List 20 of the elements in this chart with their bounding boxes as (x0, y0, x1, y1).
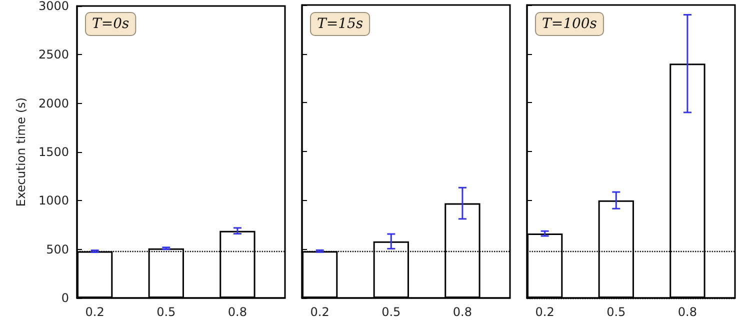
x-tick-label: 0.8 (678, 305, 698, 319)
x-tick-label: 0.5 (382, 305, 401, 319)
annotation: T=100s (542, 16, 597, 32)
x-tick-label: 0.8 (452, 305, 472, 319)
y-tick-label: 1500 (38, 145, 69, 159)
x-tick-label: 0.5 (606, 305, 626, 319)
y-tick-label: 2500 (38, 48, 69, 62)
y-tick-label: 0 (61, 291, 69, 305)
x-tick-label: 0.2 (85, 305, 104, 319)
annotation: T=15s (317, 16, 364, 32)
y-axis-title: Execution time (s) (14, 97, 28, 207)
x-tick-label: 0.2 (310, 305, 330, 319)
y-tick-label: 2000 (38, 96, 69, 110)
y-tick-label: 3000 (38, 0, 69, 13)
x-tick-label: 0.2 (535, 305, 554, 319)
y-tick-label: 1000 (38, 194, 69, 208)
annotation: T=0s (92, 16, 130, 32)
x-tick-label: 0.5 (156, 305, 176, 319)
x-tick-label: 0.8 (228, 305, 248, 319)
y-tick-label: 500 (46, 242, 69, 256)
